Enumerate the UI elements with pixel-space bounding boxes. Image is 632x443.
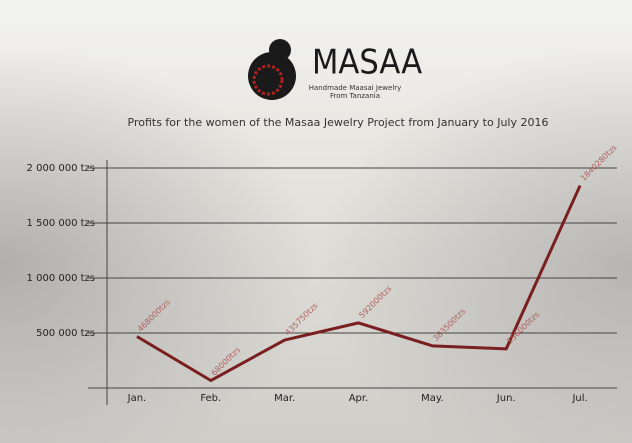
logo-tagline: Handmade Maasai Jewelry (309, 84, 402, 92)
y-tick-label: 500 000 tzs (36, 328, 95, 339)
line (136, 184, 582, 383)
logo-icon (248, 52, 296, 100)
logo: MASAA Handmade Maasai Jewelry From Tanza… (248, 39, 422, 100)
x-tick-label: Jun. (496, 393, 516, 404)
x-tick-label: Apr. (349, 393, 369, 404)
y-tick-label: 2 000 000 tzs (27, 163, 95, 174)
x-tick-label: Jan. (127, 393, 147, 404)
logo-origin: From Tanzania (330, 92, 380, 100)
x-tick-label: Mar. (274, 393, 295, 404)
logo-icon (269, 39, 291, 61)
x-tick-label: Jul. (571, 393, 587, 404)
logo-name: MASAA (312, 43, 422, 83)
logo-icon (252, 64, 284, 96)
x-tick-label: Feb. (200, 393, 221, 404)
y-tick-label: 1 500 000 tzs (27, 218, 95, 229)
chart-title: Profits for the women of the Masaa Jewel… (128, 116, 549, 129)
y-tick-label: 1 000 000 tzs (27, 273, 95, 284)
x-tick-label: May. (421, 393, 443, 404)
